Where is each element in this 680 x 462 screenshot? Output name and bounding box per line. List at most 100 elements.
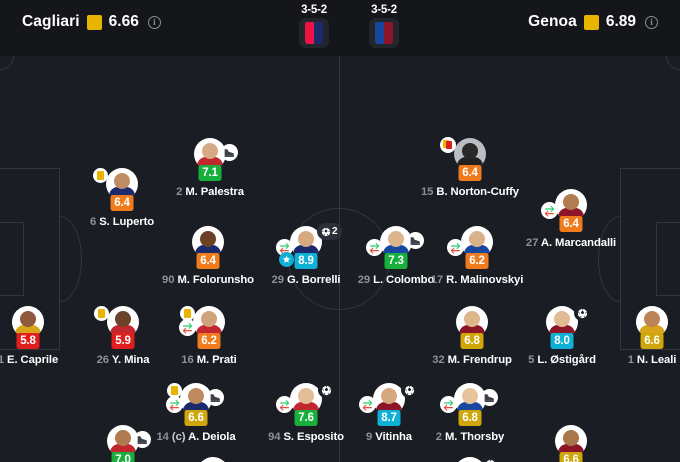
- player-card[interactable]: 6.2 17 R. Malinovskyi: [422, 226, 532, 286]
- player-avatar-wrap[interactable]: 7.3: [341, 226, 451, 272]
- player-card[interactable]: 6.4 6 S. Luperto: [67, 168, 177, 228]
- player-card[interactable]: 7.1 2 M. Palestra: [155, 138, 265, 198]
- player-card[interactable]: 2 8.9 29 G. Borrelli: [251, 223, 361, 286]
- player-card[interactable]: 7.028 G. Zappa: [68, 425, 178, 462]
- player-card[interactable]: 5.9 26 Y. Mina: [68, 306, 178, 366]
- player-card[interactable]: 6.4 27 A. Marcandalli: [516, 189, 626, 249]
- player-name: R. Malinovskyi: [446, 274, 524, 286]
- player-number: 16: [181, 354, 194, 366]
- player-rating: 6.4: [559, 216, 583, 232]
- player-card[interactable]: 5.8 1 E. Caprile: [0, 306, 83, 366]
- player-card[interactable]: 6.8 32 M. Frendrup: [417, 306, 527, 366]
- man-of-the-match-star-icon: [279, 252, 294, 267]
- player-number: 29: [271, 274, 284, 286]
- player-card[interactable]: 7.93 A. Martín: [415, 456, 525, 462]
- avatar: [193, 306, 225, 338]
- player-avatar-wrap[interactable]: 6.2: [154, 306, 264, 352]
- player-avatar-wrap[interactable]: 7.1: [155, 138, 265, 184]
- player-card[interactable]: 6.4 15 B. Norton-Cuffy: [415, 137, 525, 198]
- player-avatar-wrap[interactable]: 6.8: [417, 306, 527, 352]
- player-name: S. Esposito: [283, 431, 345, 443]
- home-team-rating: 6.66: [108, 13, 139, 30]
- player-card[interactable]: 6.8 2 M. Thorsby: [415, 383, 525, 443]
- player-card[interactable]: 6.622 (c) J. Vásquez: [516, 425, 626, 462]
- player-card[interactable]: 6.517 M. Felici: [158, 457, 268, 462]
- home-team-summary[interactable]: Cagliari 6.66 i: [22, 13, 161, 31]
- away-rating-chip: [583, 14, 599, 30]
- goal-ball-icon: [482, 456, 498, 462]
- player-card[interactable]: 6.4 90 M. Folorunsho: [153, 226, 263, 286]
- captain-marker: (c): [171, 431, 186, 443]
- away-info-icon[interactable]: i: [645, 15, 658, 29]
- player-card[interactable]: 6.6 14 (c) A. Deiola: [141, 383, 251, 443]
- yellow-card-icon: [167, 383, 182, 398]
- player-avatar-wrap[interactable]: 6.5: [158, 457, 268, 462]
- player-avatar-wrap[interactable]: 6.4: [415, 137, 525, 184]
- home-info-icon[interactable]: i: [147, 15, 161, 29]
- player-avatar-wrap[interactable]: 5.8: [0, 306, 83, 352]
- avatar: [180, 383, 212, 415]
- player-avatar-wrap[interactable]: 2 8.9: [251, 223, 361, 272]
- player-rating: 8.0: [550, 333, 574, 349]
- player-name: M. Frendrup: [447, 354, 512, 366]
- player-avatar-wrap[interactable]: 6.6: [141, 383, 251, 429]
- assist-boot-icon: [134, 431, 151, 448]
- goal-ball-icon: [574, 305, 590, 321]
- player-name: Y. Mina: [111, 354, 150, 366]
- player-name: Vitinha: [375, 431, 412, 443]
- player-rating: 6.4: [196, 253, 220, 269]
- player-number: 26: [96, 354, 109, 366]
- player-card[interactable]: 8.0 5 L. Østigård: [507, 305, 617, 366]
- avatar: [636, 306, 668, 338]
- player-card[interactable]: 6.2 16 M. Prati: [154, 306, 264, 366]
- player-avatar-wrap[interactable]: 6.6: [597, 306, 680, 352]
- player-avatar-wrap[interactable]: 6.8: [415, 383, 525, 429]
- player-number: 32: [432, 354, 445, 366]
- player-rating: 6.2: [465, 253, 489, 269]
- player-name-row: 1 N. Leali: [597, 354, 680, 366]
- player-card[interactable]: 7.6 94 S. Esposito: [251, 382, 361, 443]
- player-rating: 6.8: [460, 333, 484, 349]
- player-avatar-wrap[interactable]: 7.6: [251, 382, 361, 429]
- home-rating-chip: [86, 14, 102, 30]
- player-name-row: 17 R. Malinovskyi: [422, 274, 532, 286]
- player-rating: 6.2: [197, 333, 221, 349]
- player-avatar-wrap[interactable]: 8.7: [334, 382, 444, 429]
- player-number: 94: [268, 431, 281, 443]
- player-number: 1: [627, 354, 634, 366]
- player-avatar-wrap[interactable]: 6.4: [67, 168, 177, 214]
- second-yellow-card-icon: [440, 137, 456, 153]
- player-rating: 7.1: [198, 165, 222, 181]
- player-card[interactable]: 6.6 1 N. Leali: [597, 306, 680, 366]
- player-avatar-wrap[interactable]: 6.6: [516, 425, 626, 462]
- avatar: [107, 306, 139, 338]
- player-avatar-wrap[interactable]: 6.2: [422, 226, 532, 272]
- player-avatar-wrap[interactable]: 7.0: [68, 425, 178, 462]
- player-number: 5: [528, 354, 535, 366]
- player-avatar-wrap[interactable]: 6.4: [153, 226, 263, 272]
- avatar: [454, 457, 486, 462]
- player-name-row: 2 M. Thorsby: [415, 431, 525, 443]
- pitch-corner-arc-top-right: [666, 56, 680, 70]
- player-name-row: 29 L. Colombo: [341, 274, 451, 286]
- player-name: A. Deiola: [188, 431, 236, 443]
- player-card[interactable]: 8.7 9 Vitinha: [334, 382, 444, 443]
- player-name: N. Leali: [636, 354, 677, 366]
- pitch: 5.8 1 E. Caprile 6.4 6 S. Luperto 5.9 26 Y. M…: [0, 56, 680, 462]
- substitution-icon: [440, 396, 457, 413]
- player-rating: 7.0: [111, 452, 135, 462]
- player-card[interactable]: 7.3 29 L. Colombo: [341, 226, 451, 286]
- player-number: 9: [366, 431, 373, 443]
- player-avatar-wrap[interactable]: 6.4: [516, 189, 626, 235]
- player-rating: 6.4: [458, 165, 482, 181]
- avatar: [290, 226, 322, 258]
- player-avatar-wrap[interactable]: 8.0: [507, 305, 617, 352]
- player-avatar-wrap[interactable]: 7.9: [415, 456, 525, 462]
- pitch-six-yard-box-right: [656, 222, 680, 296]
- away-team-summary[interactable]: Genoa 6.89 i: [528, 13, 658, 31]
- substitution-icon: [179, 319, 196, 336]
- player-avatar-wrap[interactable]: 5.9: [68, 306, 178, 352]
- away-formation-label: 3-5-2: [371, 4, 397, 16]
- match-header: Cagliari 6.66 i 3-5-2 3-5-2 Genoa 6.89 i: [0, 0, 680, 56]
